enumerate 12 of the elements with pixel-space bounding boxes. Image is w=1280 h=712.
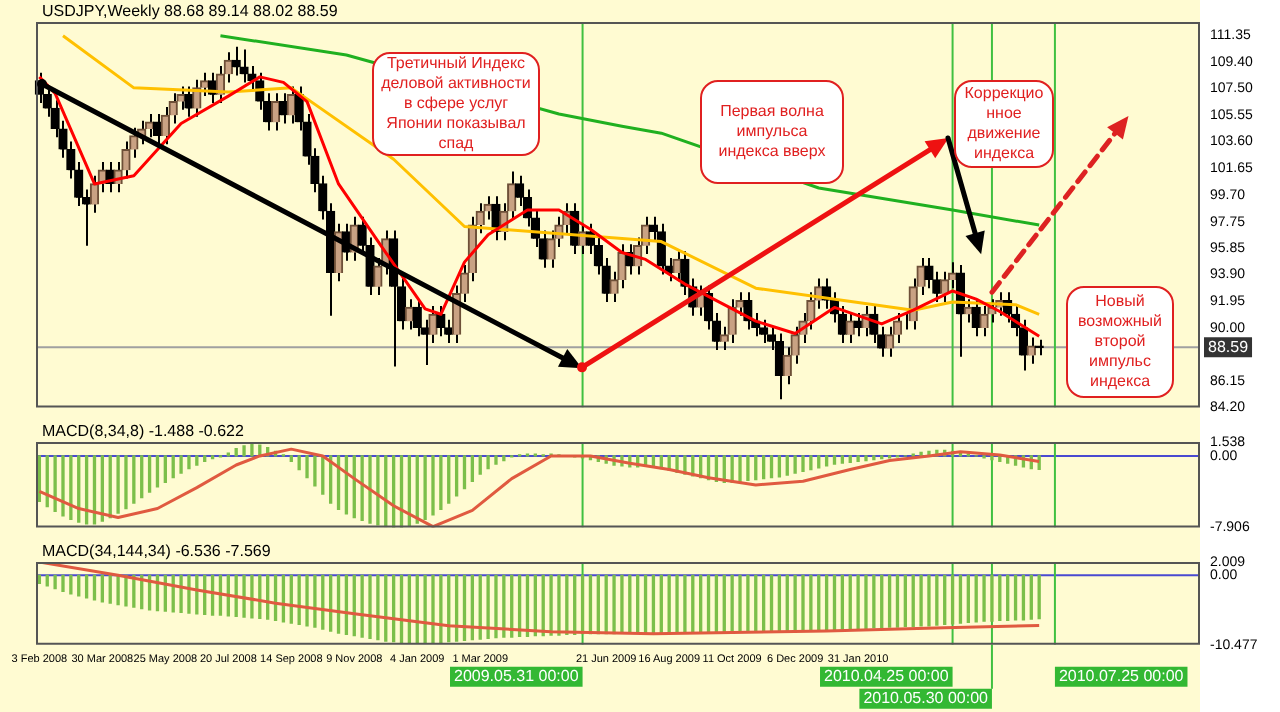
callout-box: Первая волна импульса индекса вверх [700,80,844,184]
ref-line-label: 2010.05.30 00:00 [863,689,990,708]
callout-box: Новый возможный второй импульс индекса [1066,286,1174,398]
callout-box: Коррекционное движение индекса [954,80,1054,168]
chart-title: MACD(34,144,34) -6.536 -7.569 [42,542,272,561]
ref-line-label: 2010.04.25 00:00 [824,667,950,686]
ref-line-label: 88.59 [1208,337,1250,356]
callout-box: Третичный Индекс деловой активности в сфере услуг Японии показывал спад [372,52,540,156]
ref-line-label: 2009.05.31 00:00 [454,667,580,686]
chart-title: USDJPY,Weekly 88.68 89.14 88.02 88.59 [42,2,339,21]
ref-line-label: 2010.07.25 00:00 [1058,667,1185,686]
chart-title: MACD(8,34,8) -1.488 -0.622 [42,422,245,441]
